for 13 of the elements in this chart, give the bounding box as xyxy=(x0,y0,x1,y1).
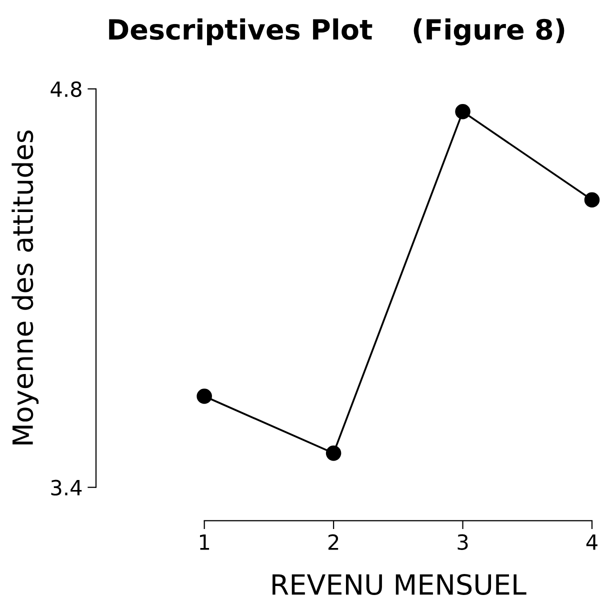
x-tick-label: 4 xyxy=(586,534,598,550)
x-tick-label: 2 xyxy=(328,534,338,550)
x-axis-title: REVENU MENSUEL xyxy=(272,574,526,595)
x-tick-label: 1 xyxy=(200,534,210,550)
point xyxy=(584,192,600,208)
y-tick-label: 4.8 xyxy=(50,81,82,98)
point xyxy=(455,104,470,120)
chart-title: Descriptives Plot (Figure 8) xyxy=(109,18,564,46)
y-tick-label: 3.4 xyxy=(51,480,82,496)
point xyxy=(196,388,212,404)
y-axis-title: Moyenne des attitudes xyxy=(12,130,39,444)
x-tick-label: 3 xyxy=(458,534,468,550)
point xyxy=(326,446,342,461)
